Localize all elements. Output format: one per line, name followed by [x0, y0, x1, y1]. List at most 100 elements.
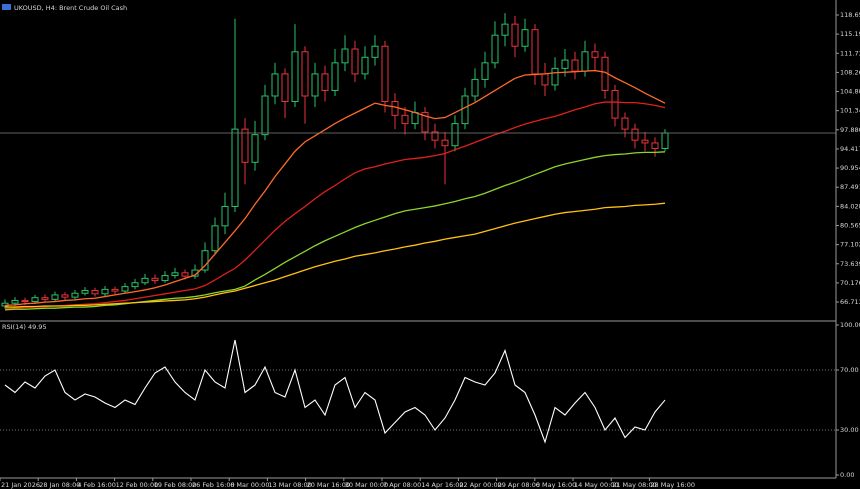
candle-body [411, 112, 419, 125]
candle-body [121, 286, 129, 292]
y-tick-label: 97.880 [840, 126, 860, 134]
candle-body [391, 101, 399, 116]
y-tick-label: 77.102 [840, 241, 860, 249]
y-tick-label: 30.00 [840, 426, 859, 434]
candle-body [281, 73, 289, 103]
candle-body [461, 95, 469, 125]
x-tick-label: 4 Feb 16:00 [77, 481, 116, 489]
y-tick-label: 101.343 [840, 107, 860, 115]
x-tick-label: 21 May 08:00 [612, 481, 657, 489]
x-tick-label: 22 Apr 00:00 [459, 481, 501, 489]
y-tick-label: 108.269 [840, 68, 860, 76]
candle-body [621, 117, 629, 130]
candle-body [491, 34, 499, 64]
candle-body [381, 45, 389, 103]
moving-average [4, 69, 666, 307]
x-tick-label: 13 Mar 08:00 [268, 481, 311, 489]
candle-body [521, 29, 529, 47]
candle-body [551, 67, 559, 86]
x-tick-label: 14 Apr 16:00 [421, 481, 463, 489]
symbol-icon [2, 4, 11, 10]
candle-body [301, 51, 309, 97]
candle-body [31, 297, 39, 303]
candle-body [311, 73, 319, 97]
rsi-title: RSI(14) 49.95 [2, 323, 47, 331]
candle-body [61, 294, 69, 298]
candle-body [581, 51, 589, 72]
x-tick-label: 30 Mar 00:00 [345, 481, 388, 489]
candle-body [331, 62, 339, 91]
candle-body [451, 123, 459, 147]
candle-body [181, 272, 189, 277]
candle-body [261, 95, 269, 136]
y-tick-label: 118.658 [840, 11, 860, 19]
candle-body [251, 134, 259, 163]
candle-body [321, 73, 329, 91]
candle-body [211, 225, 219, 252]
candle-body [561, 59, 569, 69]
y-tick-label: 70.176 [840, 279, 860, 287]
x-tick-label: 7 Apr 08:00 [383, 481, 421, 489]
candle-body [151, 277, 159, 282]
y-tick-label: 111.732 [840, 49, 860, 57]
candle-body [371, 45, 379, 58]
candle-body [221, 205, 229, 227]
y-tick-label: 90.954 [840, 164, 860, 172]
candle-body [111, 288, 119, 292]
candle-body [131, 282, 139, 288]
candle-body [11, 299, 19, 304]
candle-body [171, 272, 179, 277]
y-tick-label: 84.028 [840, 202, 860, 210]
y-tick-label: 115.195 [840, 30, 860, 38]
candle-body [91, 289, 99, 295]
candle-body [341, 48, 349, 64]
x-tick-label: 26 Feb 16:00 [192, 481, 235, 489]
candle-body [21, 299, 29, 303]
x-tick-label: 20 Mar 16:00 [307, 481, 350, 489]
candle-body [651, 142, 659, 149]
y-tick-label: 80.565 [840, 221, 860, 229]
candle-body [141, 277, 149, 284]
candle-body [231, 128, 239, 207]
x-tick-label: 6 May 16:00 [536, 481, 576, 489]
candle-body [531, 29, 539, 75]
candle-body [471, 78, 479, 97]
candle-body [441, 139, 449, 147]
moving-average [4, 101, 666, 310]
candle-body [541, 73, 549, 86]
candle-body [501, 23, 509, 36]
candle-body [161, 275, 169, 282]
candle-body [481, 62, 489, 80]
candle-body [571, 59, 579, 72]
x-tick-label: 19 Feb 08:00 [154, 481, 197, 489]
y-tick-label: 70.00 [840, 366, 859, 374]
y-tick-label: 100.00 [840, 321, 860, 329]
candle-body [591, 51, 599, 58]
candle-body [351, 48, 359, 75]
rsi-line [4, 339, 666, 444]
y-tick-label: 94.417 [840, 145, 860, 153]
candle-body [611, 89, 619, 119]
x-tick-label: 14 May 00:00 [574, 481, 619, 489]
candle-body [401, 114, 409, 125]
x-tick-label: 12 Feb 00:00 [116, 481, 159, 489]
candle-body [661, 132, 669, 149]
candle-body [291, 51, 299, 103]
y-tick-label: 104.806 [840, 88, 860, 96]
candle-body [71, 292, 79, 298]
x-tick-label: 6 Mar 00:00 [230, 481, 269, 489]
candle-body [81, 289, 89, 294]
y-tick-label: 73.639 [840, 260, 860, 268]
candle-body [511, 23, 519, 47]
chart-title: UKOUSD, H4: Brent Crude Oil Cash [14, 4, 127, 12]
x-tick-label: 21 Jan 2026 [1, 481, 40, 489]
candle-body [51, 294, 59, 300]
candle-body [101, 288, 109, 295]
y-tick-label: 87.491 [840, 183, 860, 191]
x-tick-label: 28 Jan 08:00 [39, 481, 80, 489]
candle-body [431, 131, 439, 141]
candle-body [1, 302, 9, 307]
